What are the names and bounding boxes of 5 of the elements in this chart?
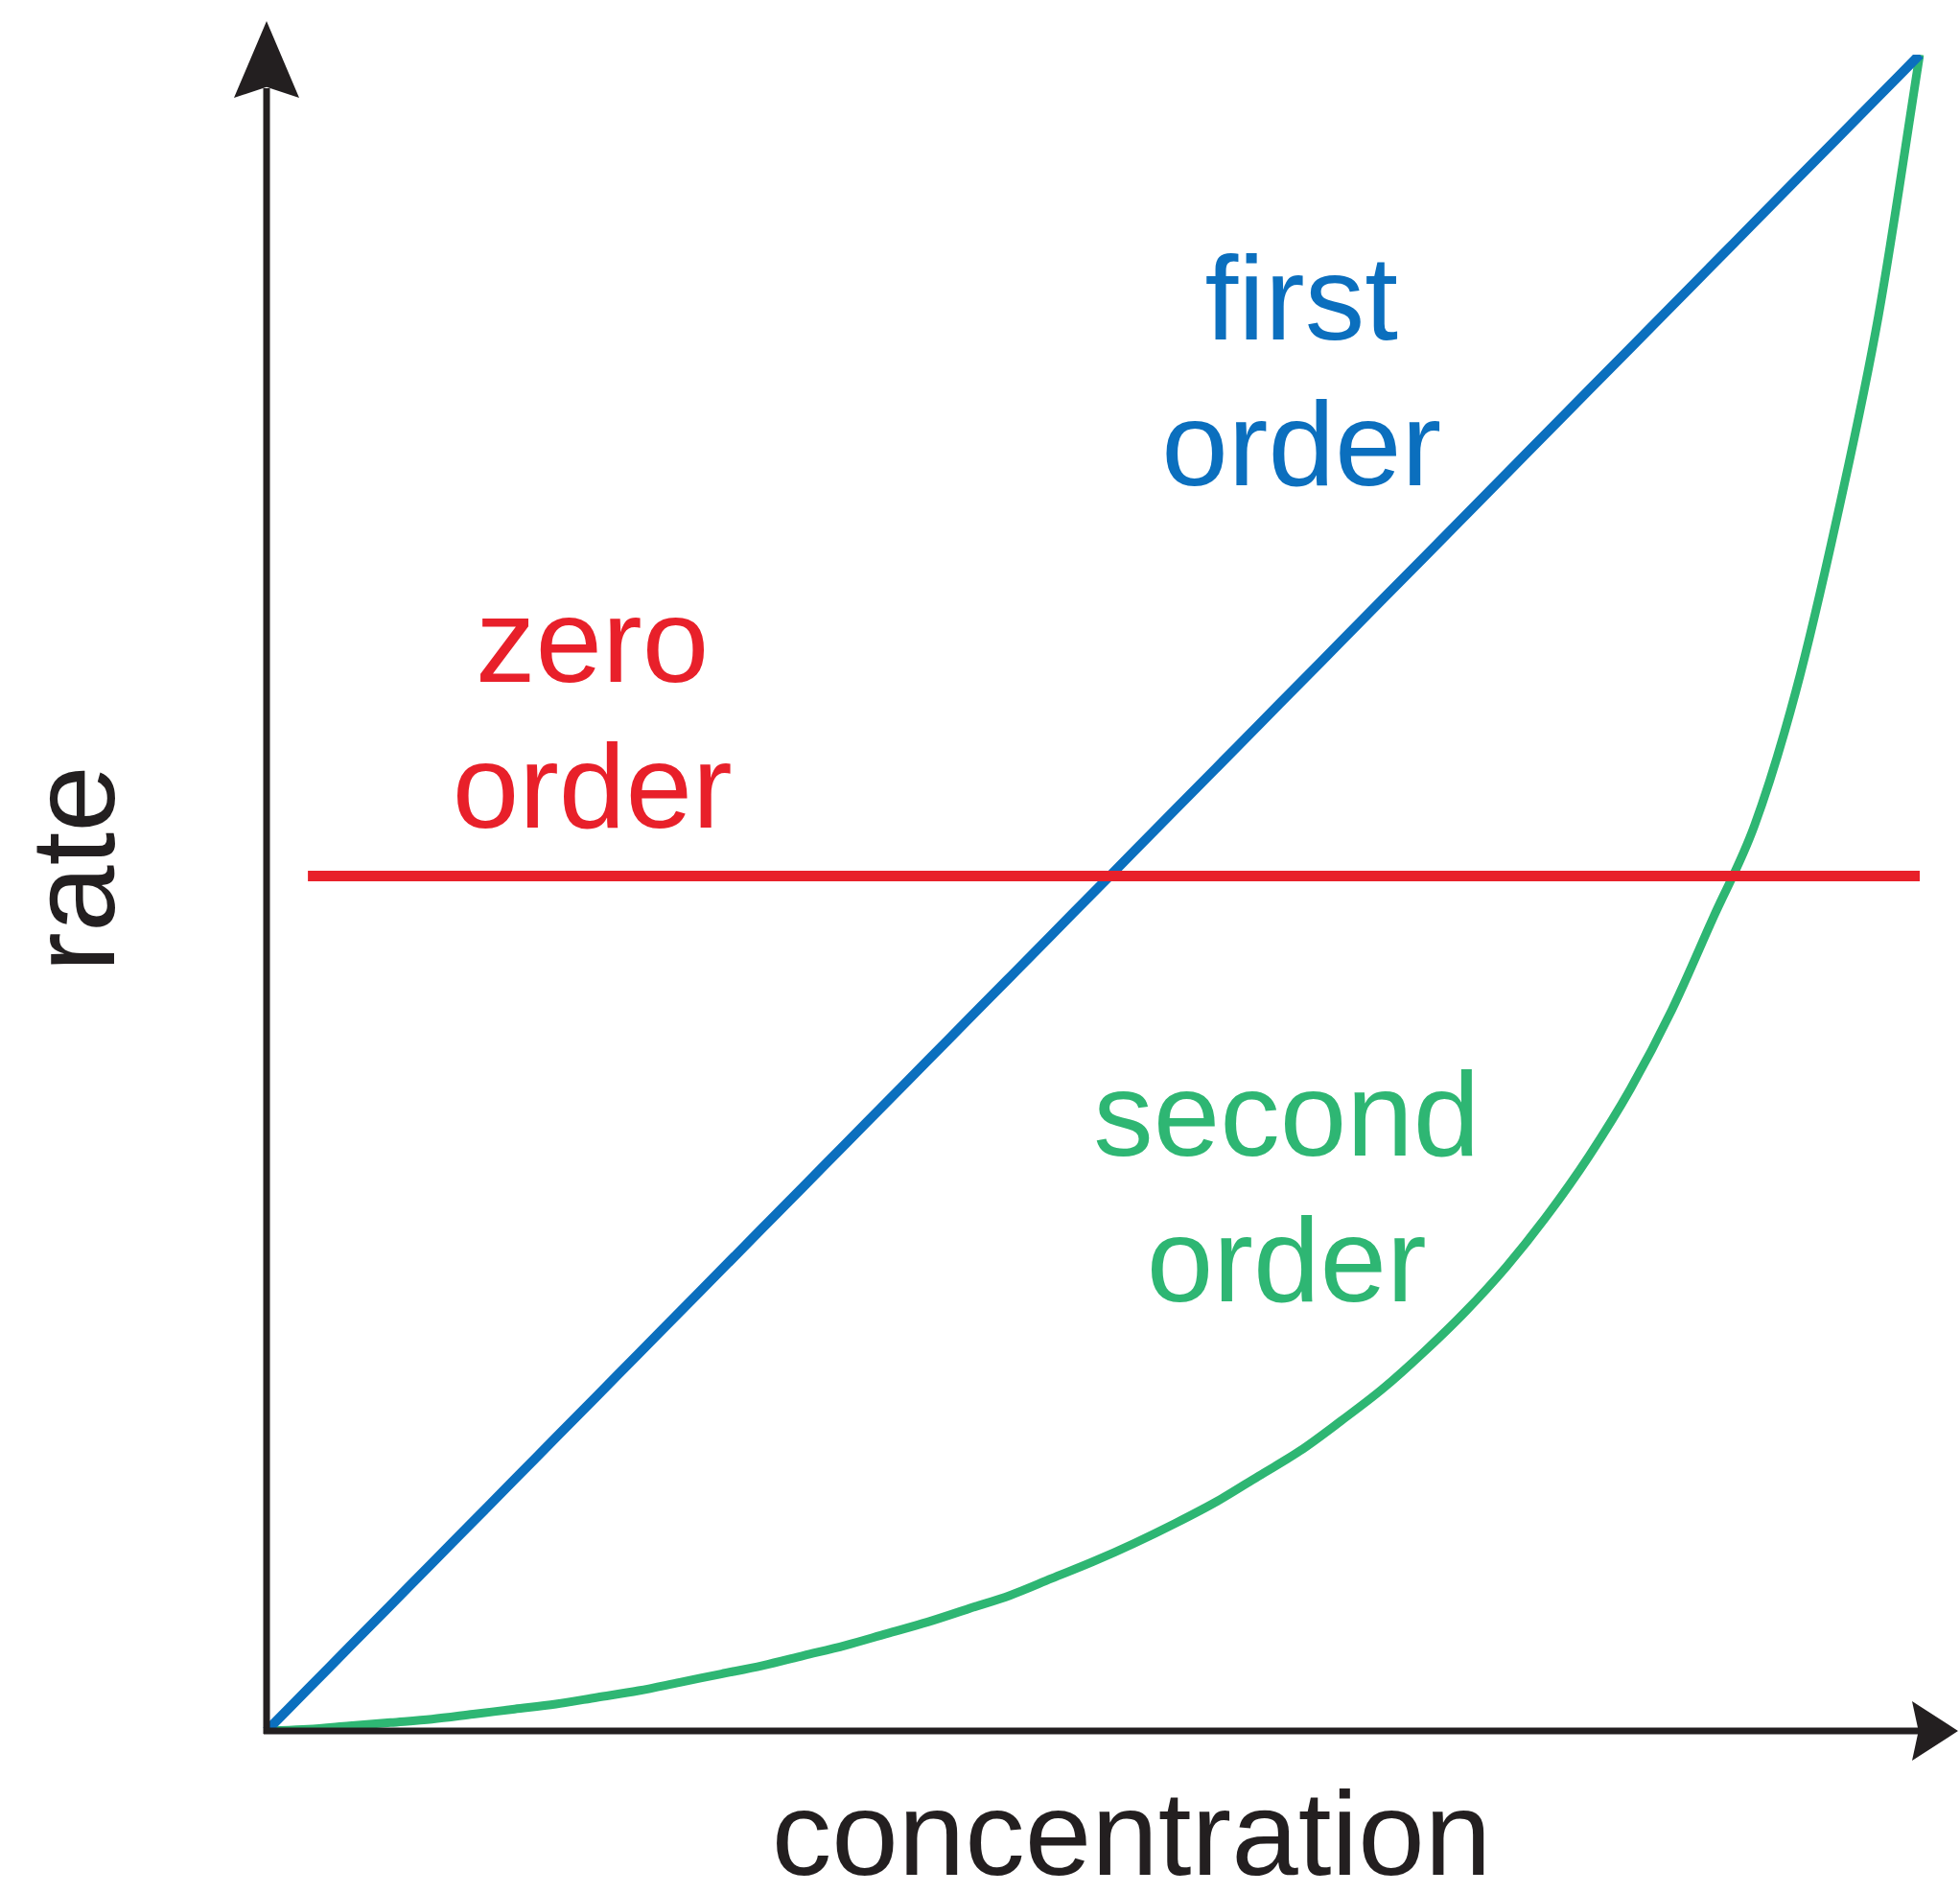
series-label: second order: [1093, 1047, 1481, 1327]
y-axis-title: rate: [6, 765, 140, 972]
series-label: first order: [1161, 231, 1442, 511]
x-axis-title: concentration: [771, 1766, 1492, 1893]
series-label: zero order: [452, 573, 733, 853]
